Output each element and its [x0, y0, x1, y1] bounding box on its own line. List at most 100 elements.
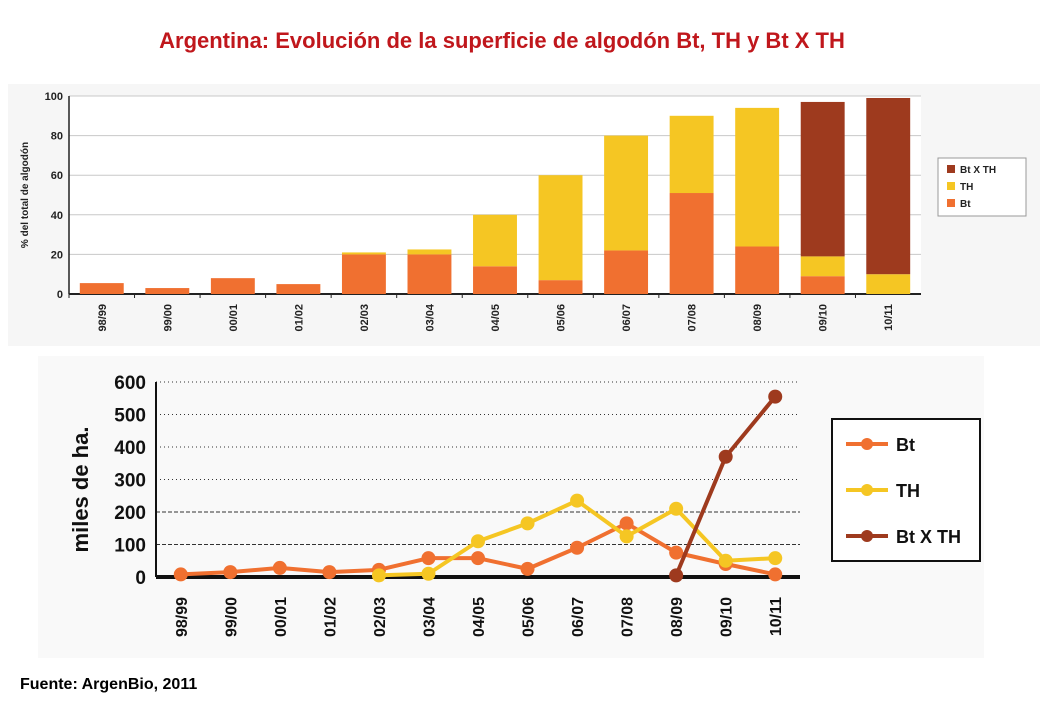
point-th-06-07	[570, 493, 585, 508]
page-title: Argentina: Evolución de la superficie de…	[159, 28, 845, 53]
line-chart: 0 100 200 300 400 500 600 miles de ha. 98/99 99/0…	[68, 373, 981, 637]
line-legend: Bt TH Bt X TH	[831, 418, 981, 562]
bar-bt-x-th-10-11	[866, 97, 911, 275]
point-bt-98-99	[173, 567, 188, 582]
point-th-03-04	[421, 566, 436, 581]
line-legend-label-bt-x-th: Bt X TH	[896, 527, 961, 547]
bar-x-tick-label: 09/10	[818, 304, 830, 332]
bar-y-tick-label: 20	[51, 249, 63, 261]
line-x-tick-label: 01/02	[322, 597, 339, 637]
line-legend-label-bt: Bt	[896, 435, 915, 455]
line-x-tick-label: 08/09	[669, 597, 686, 637]
point-bt-05-06	[520, 561, 535, 576]
bar-y-tick-label: 40	[51, 210, 63, 222]
bar-x-tick-label: 10/11	[883, 304, 895, 331]
point-bt-x-th-10-11	[768, 389, 783, 404]
bar-th-07-08	[669, 115, 714, 194]
bar-bt-02-03	[341, 254, 386, 294]
line-x-tick-label: 09/10	[719, 597, 736, 637]
stacked-bar-chart: 0 20 40 60 80 100 % del total de algodón 98/99 9…	[20, 91, 1027, 332]
line-x-tick-label: 02/03	[372, 597, 389, 637]
bar-x-tick-label: 06/07	[621, 304, 633, 332]
bar-chart-panel: 0 20 40 60 80 100 % del total de algodón 98/99 9…	[8, 84, 1040, 346]
bar-x-tick-label: 98/99	[97, 304, 109, 332]
bar-bt-05-06	[538, 280, 583, 294]
bar-bt-x-th-09-10	[800, 101, 845, 257]
point-bt-00-01	[272, 560, 287, 575]
line-x-tick-label: 10/11	[768, 597, 785, 636]
bar-y-tick-label: 0	[57, 289, 63, 301]
line-legend-marker-bt-x-th	[861, 530, 873, 542]
point-th-04-05	[471, 534, 485, 549]
bar-legend-swatch-bt-x-th	[947, 165, 955, 173]
line-x-tick-label: 04/05	[471, 597, 488, 637]
line-y-tick-label: 200	[114, 503, 146, 524]
source-note: Fuente: ArgenBio, 2011	[20, 676, 198, 693]
bar-legend-label-th: TH	[960, 182, 973, 193]
bar-x-tick-label: 99/00	[162, 304, 174, 332]
point-th-08-09	[669, 501, 684, 516]
bar-legend-swatch-th	[947, 182, 955, 190]
bar-bt-00-01	[210, 278, 255, 294]
point-bt-10-11	[768, 567, 783, 582]
point-bt-07-08	[619, 516, 634, 531]
line-x-tick-label: 99/00	[223, 597, 240, 637]
bar-x-tick-label: 05/06	[556, 304, 568, 332]
line-x-tick-label: 00/01	[273, 597, 290, 637]
line-legend-marker-th	[861, 484, 873, 496]
bar-th-05-06	[538, 175, 583, 281]
point-th-02-03	[371, 568, 386, 583]
point-bt-01-02	[322, 565, 337, 580]
bar-bt-07-08	[669, 193, 714, 294]
line-y-axis-label: miles de ha.	[68, 427, 93, 553]
line-x-tick-label: 06/07	[570, 597, 587, 637]
bar-bt-98-99	[79, 283, 124, 294]
bar-y-axis-label: % del total de algodón	[20, 142, 31, 248]
bar-y-tick-label: 60	[51, 170, 63, 182]
point-bt-03-04	[421, 551, 436, 566]
bar-x-tick-label: 08/09	[752, 304, 764, 332]
point-th-07-08	[619, 529, 634, 544]
point-bt-08-09	[669, 545, 684, 560]
point-th-05-06	[520, 516, 535, 531]
point-bt-06-07	[570, 540, 585, 555]
bar-th-08-09	[735, 107, 780, 247]
bar-x-tick-label: 07/08	[687, 304, 699, 332]
line-x-tick-label: 05/06	[521, 597, 538, 637]
point-th-10-11	[768, 551, 783, 566]
bar-x-tick-label: 01/02	[293, 304, 305, 332]
bar-th-02-03	[341, 252, 386, 255]
point-bt-04-05	[471, 551, 485, 566]
line-x-tick-label: 03/04	[421, 597, 438, 637]
bar-x-tick-label: 04/05	[490, 304, 502, 332]
point-bt-99-00	[223, 565, 238, 580]
bar-th-06-07	[604, 135, 649, 251]
line-y-tick-label: 500	[114, 406, 146, 427]
line-y-tick-label: 400	[114, 438, 146, 459]
line-x-tick-label: 07/08	[620, 597, 637, 637]
line-y-tick-label: 300	[114, 471, 146, 492]
line-series-bt-x-th	[674, 395, 777, 577]
bar-bt-01-02	[276, 284, 321, 294]
bar-bt-06-07	[604, 250, 649, 294]
point-bt-x-th-08-09	[669, 568, 684, 583]
line-chart-panel: 0 100 200 300 400 500 600 miles de ha. 98/99 99/0…	[38, 356, 984, 658]
bar-bt-03-04	[407, 254, 452, 294]
line-x-tick-label: 98/99	[174, 597, 191, 637]
point-th-09-10	[718, 553, 733, 568]
bar-legend: Bt X TH TH Bt	[937, 157, 1027, 217]
bar-bt-09-10	[800, 276, 845, 294]
bar-bt-99-00	[145, 288, 190, 294]
bar-bt-04-05	[473, 266, 517, 294]
bar-th-03-04	[407, 249, 452, 255]
bar-legend-swatch-bt	[947, 199, 955, 207]
bar-bt-08-09	[735, 246, 780, 294]
bar-x-tick-label: 02/03	[359, 304, 371, 332]
bar-th-04-05	[473, 214, 517, 267]
bar-legend-label-bt: Bt	[960, 199, 971, 210]
point-bt-x-th-09-10	[718, 449, 733, 464]
line-legend-marker-bt	[861, 438, 873, 450]
line-y-tick-label: 600	[114, 373, 146, 394]
bar-th-10-11	[866, 274, 911, 294]
bar-y-tick-label: 100	[45, 91, 63, 103]
